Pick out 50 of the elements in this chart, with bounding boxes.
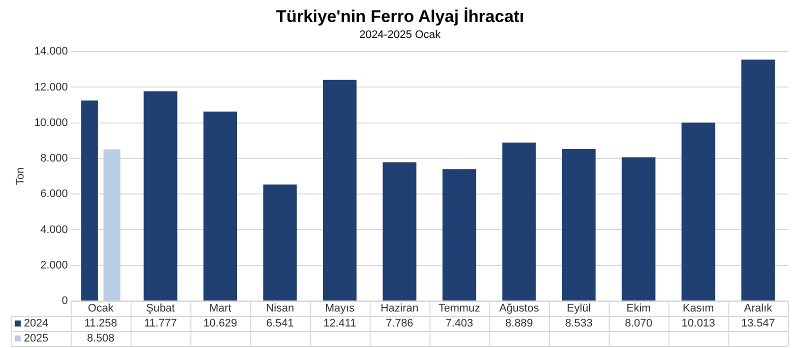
y-tick-label: 10.000	[34, 116, 68, 129]
x-tick-label: Mayıs	[325, 302, 355, 315]
x-tick-label: Mart	[209, 302, 232, 315]
bar	[104, 149, 120, 300]
bar	[622, 157, 656, 300]
data-label: 8.070	[624, 318, 652, 330]
x-tick-label: Ağustos	[499, 302, 540, 315]
x-tick-label: Nisan	[266, 302, 294, 315]
bar	[502, 142, 536, 300]
x-tick-label: Eylül	[566, 302, 591, 315]
x-tick-label: Haziran	[380, 302, 418, 315]
data-label: 11.258	[84, 318, 118, 330]
x-tick-label: Temmuz	[438, 302, 480, 315]
chart-title: Türkiye'nin Ferro Alyaj İhracatı	[274, 6, 526, 28]
bar	[203, 112, 238, 300]
bar	[144, 91, 178, 300]
bar	[741, 60, 775, 300]
y-tick-label: 12.000	[34, 81, 68, 94]
bar	[322, 80, 357, 300]
data-label: 13.547	[741, 318, 775, 330]
bar	[382, 162, 416, 300]
y-tick-label: 6.000	[40, 188, 68, 200]
bar	[442, 169, 476, 300]
data-label: 11.777	[144, 318, 177, 330]
x-tick-label: Şubat	[146, 302, 175, 315]
x-tick-label: Aralık	[744, 302, 773, 315]
data-label: 10.629	[203, 318, 238, 330]
bar	[562, 148, 596, 300]
chart-subtitle: 2024-2025 Ocak	[358, 28, 442, 42]
data-label: 8.508	[86, 332, 114, 345]
data-label: 6.541	[266, 318, 294, 330]
bar	[263, 184, 297, 300]
data-label: 10.013	[682, 318, 716, 330]
data-label: 12.411	[323, 318, 356, 330]
bar	[682, 122, 716, 300]
data-label: 7.786	[386, 318, 414, 330]
y-tick-label: 0	[62, 295, 68, 308]
y-axis-title: Ton	[14, 167, 27, 186]
legend-label: 2024	[24, 318, 48, 330]
data-label: 8.533	[565, 318, 593, 330]
y-tick-label: 4.000	[40, 224, 68, 236]
y-tick-label: 14.000	[34, 46, 68, 58]
y-tick-label: 8.000	[40, 152, 68, 165]
data-label: 7.403	[446, 318, 474, 330]
legend-label: 2025	[24, 332, 48, 345]
y-tick-label: 2.000	[40, 259, 68, 272]
x-tick-label: Ekim	[626, 302, 651, 315]
x-tick-label: Kasım	[682, 302, 714, 315]
x-tick-label: Ocak	[88, 302, 114, 315]
data-label: 8.889	[505, 318, 533, 330]
